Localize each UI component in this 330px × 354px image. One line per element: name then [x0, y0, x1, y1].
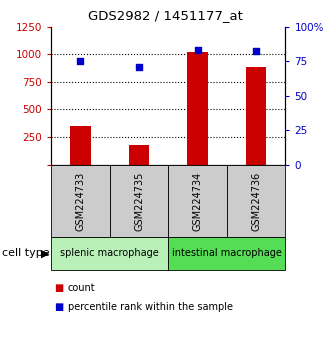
Bar: [70, 126, 91, 165]
Bar: [246, 67, 266, 165]
Text: ■: ■: [54, 302, 64, 312]
Text: intestinal macrophage: intestinal macrophage: [172, 249, 282, 258]
Point: [78, 58, 83, 64]
Point: [253, 48, 259, 54]
Bar: [187, 52, 208, 165]
Text: GSM224734: GSM224734: [193, 171, 203, 230]
Point: [136, 64, 142, 69]
Text: count: count: [68, 283, 95, 293]
Text: ▶: ▶: [41, 249, 50, 258]
Text: GDS2982 / 1451177_at: GDS2982 / 1451177_at: [87, 9, 243, 22]
Text: GSM224736: GSM224736: [251, 171, 261, 230]
Bar: [129, 145, 149, 165]
Text: GSM224733: GSM224733: [76, 171, 85, 230]
Text: percentile rank within the sample: percentile rank within the sample: [68, 302, 233, 312]
Text: cell type: cell type: [2, 249, 49, 258]
Text: ■: ■: [54, 283, 64, 293]
Point: [195, 47, 200, 53]
Text: GSM224735: GSM224735: [134, 171, 144, 230]
Text: splenic macrophage: splenic macrophage: [60, 249, 159, 258]
